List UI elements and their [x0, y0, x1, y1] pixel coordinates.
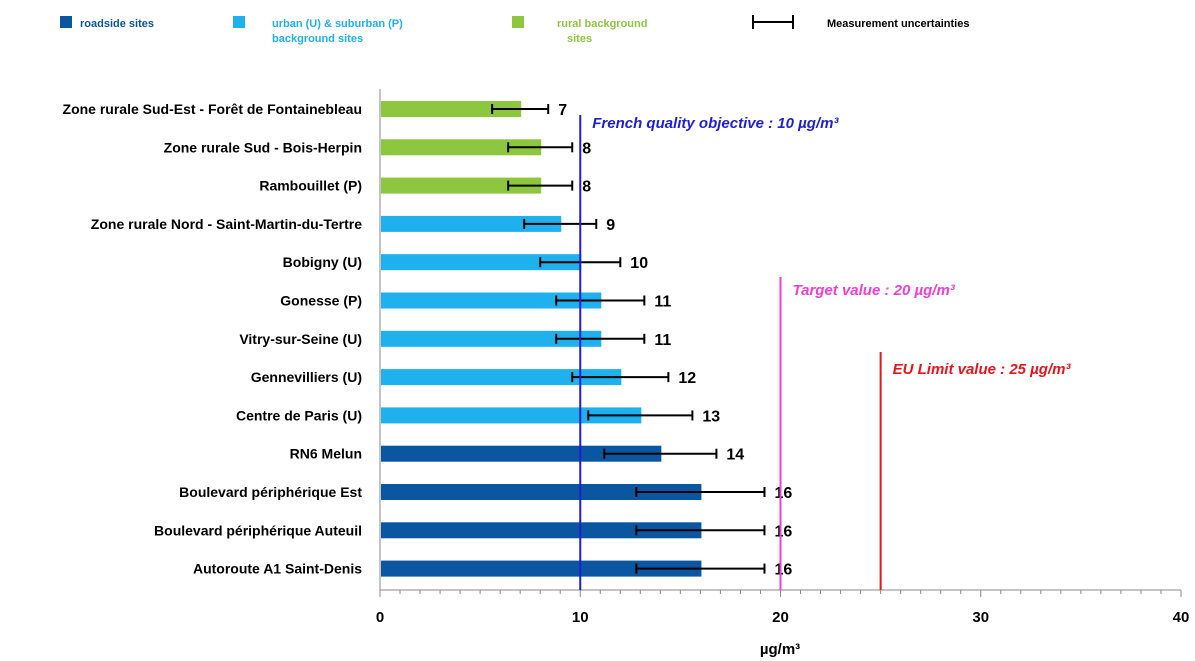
- category-label: Autoroute A1 Saint-Denis: [193, 561, 362, 577]
- bar: [381, 484, 702, 500]
- bar: [381, 101, 522, 117]
- data-label: 7: [558, 102, 567, 119]
- data-label: 13: [702, 408, 720, 425]
- error-bar: [507, 142, 574, 153]
- reference-line-label: EU Limit value : 25 µg/m³: [893, 361, 1072, 378]
- legend-urban-label-line2: background sites: [272, 33, 363, 45]
- x-tick-label: 40: [1173, 609, 1190, 626]
- bar: [381, 177, 542, 194]
- category-label: Rambouillet (P): [259, 178, 362, 194]
- x-tick-label: 30: [972, 609, 989, 626]
- data-label: 16: [774, 562, 792, 579]
- data-label: 16: [774, 485, 792, 502]
- bar: [381, 369, 622, 386]
- legend-rural-swatch: [512, 16, 524, 28]
- bar: [381, 139, 542, 156]
- category-label: Vitry-sur-Seine (U): [239, 331, 362, 347]
- category-label: Boulevard périphérique Est: [179, 484, 362, 500]
- data-label: 16: [774, 523, 792, 540]
- bar: [381, 522, 702, 539]
- data-label: 11: [654, 294, 671, 311]
- legend-roadside-label: roadside sites: [80, 18, 154, 30]
- error-bar: [635, 563, 766, 574]
- legend-urban-swatch: [233, 16, 245, 28]
- error-bar: [555, 333, 646, 344]
- category-label: Boulevard périphérique Auteuil: [154, 522, 362, 538]
- category-label: Gonesse (P): [280, 293, 362, 309]
- legend-roadside-swatch: [60, 16, 72, 28]
- category-label: Gennevilliers (U): [251, 369, 362, 385]
- category-label: Zone rurale Nord - Saint-Martin-du-Tertr…: [91, 216, 362, 232]
- error-bar: [491, 104, 550, 114]
- data-label: 14: [726, 447, 744, 464]
- bar: [381, 445, 662, 462]
- x-axis-label: µg/m³: [760, 641, 800, 658]
- data-label: 8: [582, 140, 591, 157]
- category-label: Centre de Paris (U): [236, 407, 362, 423]
- data-label: 12: [678, 370, 696, 387]
- x-tick-label: 0: [376, 609, 384, 626]
- error-bar: [523, 218, 598, 229]
- category-label: Zone rurale Sud-Est - Forêt de Fontaineb…: [63, 101, 362, 117]
- category-label: Bobigny (U): [283, 254, 362, 270]
- legend-urban-label-line1: urban (U) & suburban (P): [272, 18, 403, 30]
- bar: [381, 560, 702, 577]
- bar: [381, 215, 562, 232]
- legend-uncertainty-label: Measurement uncertainties: [827, 18, 969, 30]
- bar: [381, 330, 602, 347]
- error-bar: [635, 487, 766, 497]
- error-bar: [603, 448, 718, 459]
- bar: [381, 407, 642, 424]
- legend-rural-label-line1: rural background: [557, 18, 647, 30]
- reference-line-label: Target value : 20 µg/m³: [793, 282, 956, 299]
- x-tick-label: 10: [572, 609, 589, 626]
- x-tick-label: 20: [772, 609, 789, 626]
- category-label: RN6 Melun: [290, 446, 362, 462]
- data-label: 8: [582, 179, 591, 196]
- error-bar: [587, 410, 694, 421]
- legend-uncertainty-icon: [752, 15, 794, 29]
- reference-line-label: French quality objective : 10 µg/m³: [592, 115, 839, 132]
- category-label: Zone rurale Sud - Bois-Herpin: [164, 139, 362, 155]
- data-label: 9: [606, 217, 615, 234]
- error-bar: [507, 180, 574, 191]
- legend: roadside sites urban (U) & suburban (P) …: [60, 15, 969, 45]
- bar: [381, 292, 602, 309]
- plot-area: 0 10 20 30 40 Zone rurale Sud-Est - Forêt de …: [63, 89, 1190, 626]
- bar: [381, 254, 582, 271]
- legend-rural-label-line2: sites: [567, 33, 592, 45]
- data-label: 10: [630, 255, 648, 272]
- data-label: 11: [654, 332, 671, 349]
- error-bar: [571, 372, 670, 383]
- error-bar: [635, 525, 766, 536]
- error-bar: [555, 295, 646, 306]
